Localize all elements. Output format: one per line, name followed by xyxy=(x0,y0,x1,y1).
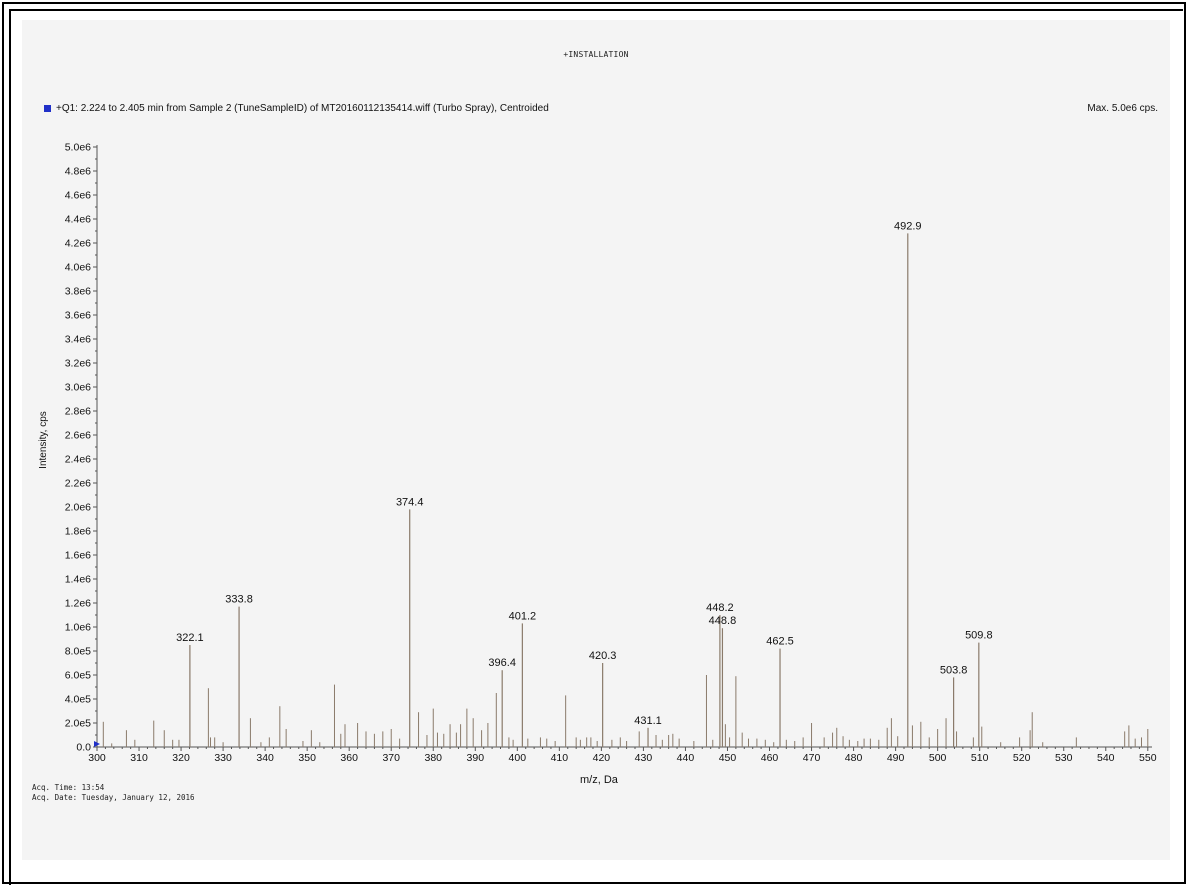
y-tick-label: 1.8e6 xyxy=(65,526,91,538)
x-tick-label: 520 xyxy=(1013,752,1031,764)
y-tick-label: 5.0e6 xyxy=(65,142,91,154)
legend-text: +Q1: 2.224 to 2.405 min from Sample 2 (T… xyxy=(56,103,549,114)
y-tick-label: 3.4e6 xyxy=(65,334,91,346)
max-intensity-label: Max. 5.0e6 cps. xyxy=(1087,103,1158,114)
x-tick-label: 480 xyxy=(845,752,863,764)
peak-label: 503.8 xyxy=(940,664,968,676)
x-tick-label: 410 xyxy=(551,752,569,764)
x-tick-label: 380 xyxy=(424,752,442,764)
y-tick-label: 3.8e6 xyxy=(65,286,91,298)
peak-label: 374.4 xyxy=(396,496,424,508)
y-tick-label: 1.4e6 xyxy=(65,574,91,586)
x-tick-label: 500 xyxy=(929,752,947,764)
x-tick-label: 540 xyxy=(1097,752,1115,764)
x-tick-label: 530 xyxy=(1055,752,1073,764)
peak-label: 420.3 xyxy=(589,650,617,662)
y-tick-label: 1.2e6 xyxy=(65,598,91,610)
x-tick-label: 420 xyxy=(593,752,611,764)
x-tick-label: 340 xyxy=(256,752,274,764)
peak-label: 396.4 xyxy=(488,657,516,669)
x-tick-label: 360 xyxy=(340,752,358,764)
y-tick-label: 4.8e6 xyxy=(65,166,91,178)
x-tick-label: 440 xyxy=(677,752,695,764)
peak-label: 462.5 xyxy=(766,636,794,648)
y-tick-label: 1.0e6 xyxy=(65,622,91,634)
y-tick-label: 1.6e6 xyxy=(65,550,91,562)
x-tick-label: 370 xyxy=(382,752,400,764)
x-tick-label: 330 xyxy=(214,752,232,764)
y-tick-label: 3.2e6 xyxy=(65,358,91,370)
peak-label: 492.9 xyxy=(894,220,922,232)
x-tick-label: 490 xyxy=(887,752,905,764)
spectrum-legend: +Q1: 2.224 to 2.405 min from Sample 2 (T… xyxy=(44,103,549,114)
y-tick-label: 2.0e5 xyxy=(65,718,91,730)
y-axis-label: Intensity, cps xyxy=(38,411,49,469)
y-tick-label: 2.2e6 xyxy=(65,478,91,490)
x-tick-label: 400 xyxy=(509,752,527,764)
peak-label: 509.8 xyxy=(965,630,993,642)
peak-label: 448.2 xyxy=(706,602,734,614)
legend-swatch-icon xyxy=(44,105,51,112)
peak-label: 448.8 xyxy=(709,615,737,627)
x-tick-label: 460 xyxy=(761,752,779,764)
x-tick-label: 450 xyxy=(719,752,737,764)
y-tick-label: 6.0e5 xyxy=(65,670,91,682)
acq-date: Acq. Date: Tuesday, January 12, 2016 xyxy=(32,793,195,802)
x-tick-label: 470 xyxy=(803,752,821,764)
y-tick-label: 3.0e6 xyxy=(65,382,91,394)
peak-label: 431.1 xyxy=(634,715,662,727)
origin-marker-icon xyxy=(94,741,100,747)
y-tick-label: 4.0e6 xyxy=(65,262,91,274)
y-tick-label: 4.4e6 xyxy=(65,214,91,226)
y-tick-label: 3.6e6 xyxy=(65,310,91,322)
x-axis-label: m/z, Da xyxy=(580,774,618,786)
y-tick-label: 2.0e6 xyxy=(65,502,91,514)
y-tick-label: 4.6e6 xyxy=(65,190,91,202)
inner-frame xyxy=(9,9,1183,885)
x-tick-label: 350 xyxy=(298,752,316,764)
y-tick-label: 2.8e6 xyxy=(65,406,91,418)
x-tick-label: 550 xyxy=(1139,752,1157,764)
x-tick-label: 430 xyxy=(635,752,653,764)
y-tick-label: 4.0e5 xyxy=(65,694,91,706)
x-tick-label: 390 xyxy=(467,752,485,764)
y-tick-label: 4.2e6 xyxy=(65,238,91,250)
y-tick-label: 0.0 xyxy=(76,742,91,754)
peak-label: 333.8 xyxy=(225,594,253,606)
x-tick-label: 320 xyxy=(172,752,190,764)
x-tick-label: 510 xyxy=(971,752,989,764)
peak-label: 401.2 xyxy=(509,610,537,622)
y-tick-label: 8.0e5 xyxy=(65,646,91,658)
acq-time: Acq. Time: 13:54 xyxy=(32,783,105,792)
x-tick-label: 310 xyxy=(130,752,148,764)
y-tick-label: 2.4e6 xyxy=(65,454,91,466)
peak-label: 322.1 xyxy=(176,632,204,644)
x-tick-label: 300 xyxy=(88,752,106,764)
y-tick-label: 2.6e6 xyxy=(65,430,91,442)
report-title: +INSTALLATION xyxy=(563,50,629,59)
